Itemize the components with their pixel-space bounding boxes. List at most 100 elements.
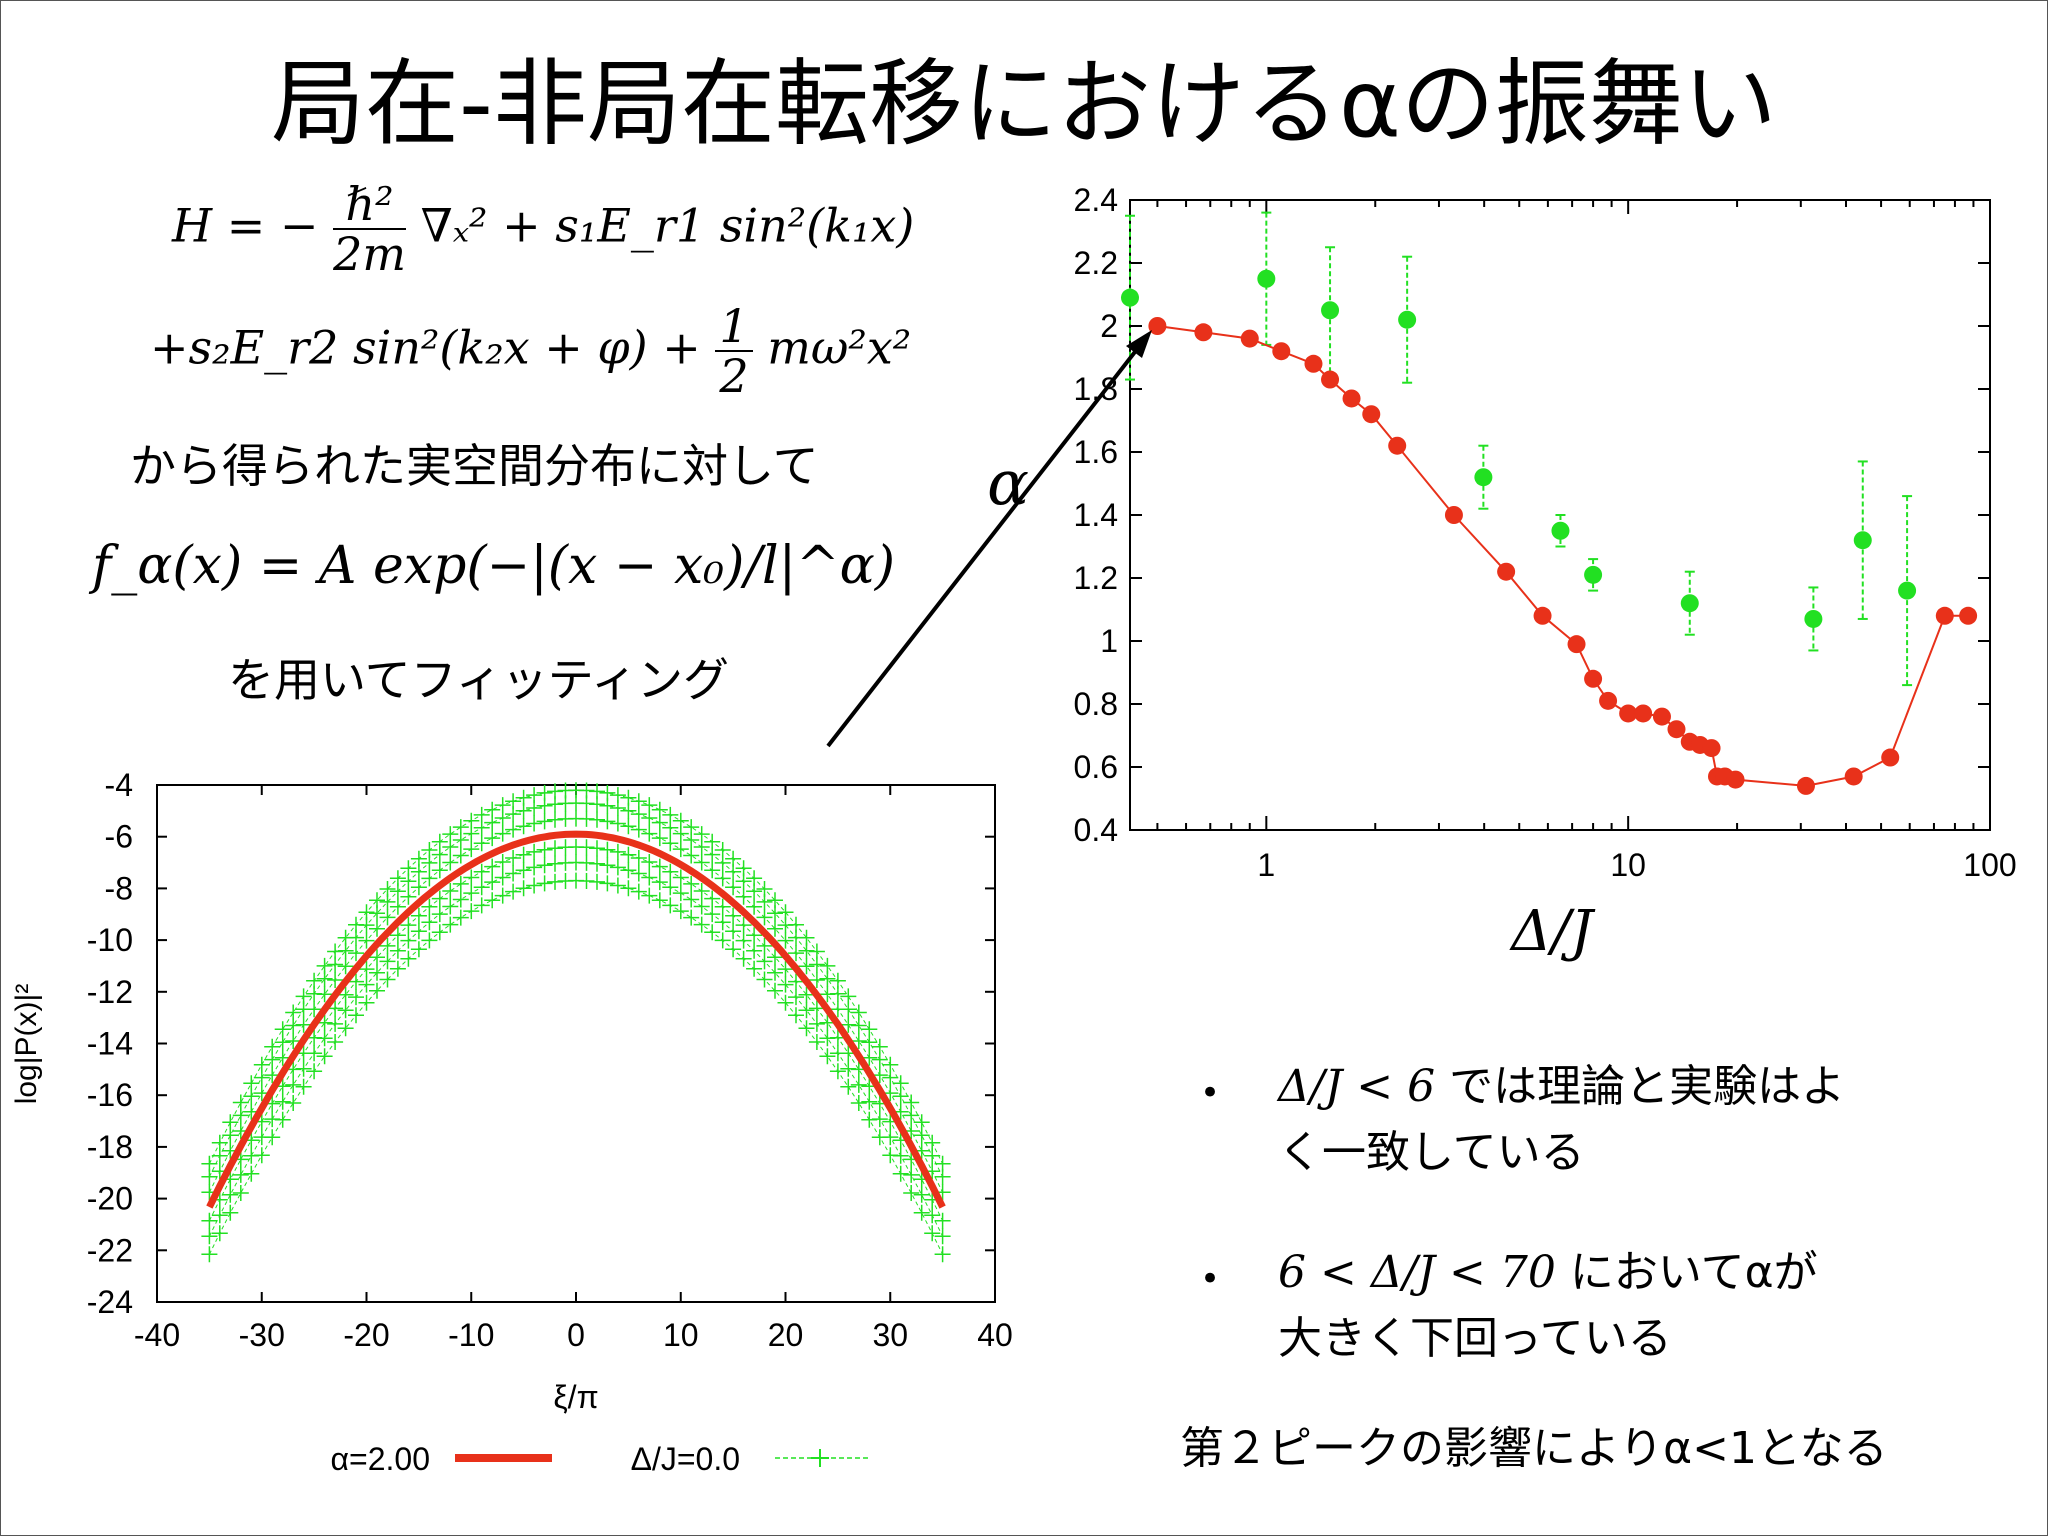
alpha-theory-point xyxy=(1935,606,1954,625)
half-fraction-numerator: 1 xyxy=(715,302,753,353)
profile-ytick-label: -14 xyxy=(87,1026,133,1062)
profile-ytick-label: -16 xyxy=(87,1077,133,1113)
alpha-experiment-point xyxy=(1474,468,1493,487)
alpha-experiment-point xyxy=(1321,301,1340,320)
profile-xtick-label: 0 xyxy=(567,1317,585,1353)
alpha-ytick-label: 2 xyxy=(1100,308,1118,344)
bullet-2-math: 6 < Δ/J < 70 xyxy=(1278,1247,1556,1298)
alpha-vs-delta-chart: 0.40.60.811.21.41.61.822.22.4 1 10 100 Δ/J… xyxy=(987,182,2017,964)
slide-title: 局在-非局在転移におけるαの振舞い xyxy=(271,50,1777,159)
alpha-xtick-label: 1 xyxy=(1257,847,1275,883)
profile-xtick-label: -30 xyxy=(239,1317,285,1353)
alpha-experiment-point xyxy=(1804,609,1823,628)
alpha-theory-point xyxy=(1321,370,1340,389)
alpha-ytick-label: 1.6 xyxy=(1074,434,1118,470)
fitting-text: を用いてフィッティング xyxy=(228,653,729,707)
alpha-theory-point xyxy=(1584,669,1603,688)
alpha-ytick-label: 0.8 xyxy=(1074,686,1118,722)
profile-xtick-label: 30 xyxy=(872,1317,908,1353)
alpha-theory-line xyxy=(1157,325,1969,787)
profile-data-markers xyxy=(201,854,951,1245)
alpha-theory-point xyxy=(1444,506,1463,524)
bullet-1-math: Δ/J < 6 xyxy=(1278,1061,1436,1112)
profile-data-markers xyxy=(201,795,951,1185)
alpha-experiment-point xyxy=(1257,269,1276,288)
alpha-theory-point xyxy=(1194,323,1213,342)
half-fraction: 1 2 xyxy=(715,302,753,404)
legend-alpha-label: α=2.00 xyxy=(331,1441,430,1477)
hamiltonian-line-2-pre: +s₂E_r2 sin²(k₂x + φ) + xyxy=(150,320,701,375)
hamiltonian-line-1: H = − ℏ² 2m ∇ₓ² + s₁E_r1 sin²(k₁x) xyxy=(172,180,914,279)
alpha-theory-point xyxy=(1652,707,1671,726)
hamiltonian-line-2: +s₂E_r2 sin²(k₂x + φ) + 1 2 mω²x² xyxy=(150,302,911,401)
hbar-fraction: ℏ² 2m xyxy=(333,180,406,279)
alpha-theory-point xyxy=(1533,606,1552,625)
bullet-2: • 6 < Δ/J < 70 においてαが 大きく下回っている xyxy=(1200,1240,1978,1372)
profile-chart: -4 -6 -8 -10 -12 -14 -16 -18 -20 -22 -24 -40 -30 -20… xyxy=(10,767,1013,1477)
alpha-theory-point xyxy=(1272,342,1291,361)
alpha-theory-point xyxy=(1844,767,1863,786)
alpha-experiment-point xyxy=(1584,565,1603,584)
profile-fit-curve xyxy=(206,830,946,1209)
profile-data-markers xyxy=(201,782,951,1172)
profile-xtick-label: 20 xyxy=(768,1317,804,1353)
profile-ytick-label: -18 xyxy=(87,1129,133,1165)
alpha-xtick-label: 100 xyxy=(1963,847,2016,883)
alpha-theory-point xyxy=(1304,354,1323,373)
alpha-theory-point xyxy=(1959,606,1978,625)
alpha-theory-point xyxy=(1362,405,1381,424)
bullet-1-text: では理論と実験はよ xyxy=(1449,1061,1846,1112)
alpha-theory-point xyxy=(1599,691,1618,710)
alpha-theory-point xyxy=(1497,562,1516,581)
profile-chart-xlabel: ξ/π xyxy=(553,1379,598,1415)
profile-ytick-label: -8 xyxy=(105,870,133,906)
alpha-theory-point xyxy=(1702,739,1721,758)
alpha-theory-point xyxy=(1240,329,1259,348)
profile-data-markers xyxy=(201,810,951,1201)
hbar-fraction-numerator: ℏ² xyxy=(333,180,406,231)
alpha-ytick-label: 0.4 xyxy=(1074,812,1118,848)
alpha-experiment-point xyxy=(1551,521,1570,540)
alpha-theory-point xyxy=(1388,436,1407,455)
alpha-ytick-label: 1.2 xyxy=(1074,560,1118,596)
alpha-experiment-point xyxy=(1853,531,1872,550)
profile-ytick-label: -24 xyxy=(87,1284,133,1320)
half-fraction-denominator: 2 xyxy=(719,349,749,404)
profile-ytick-label: -4 xyxy=(105,767,133,803)
legend-delta-marker xyxy=(811,1449,829,1467)
alpha-theory-point xyxy=(1881,748,1900,767)
alpha-theory-point xyxy=(1726,770,1745,789)
profile-data-line xyxy=(208,880,944,1255)
profile-data-markers xyxy=(201,839,951,1229)
hbar-fraction-denominator: 2m xyxy=(333,227,406,282)
note-text: 第２ピークの影響によりα<1となる xyxy=(1180,1423,1888,1474)
fit-function: f_α(x) = A exp(−|(x − x₀)/l|^α) xyxy=(92,536,896,596)
pointer-arrow-shaft xyxy=(826,346,1140,748)
alpha-theory-point xyxy=(1619,704,1638,723)
profile-xtick-label: -20 xyxy=(343,1317,389,1353)
alpha-chart-xlabel: Δ/J xyxy=(1509,899,1596,964)
alpha-ytick-label: 2.4 xyxy=(1074,182,1118,218)
profile-data-line xyxy=(208,861,944,1237)
alpha-ytick-label: 1 xyxy=(1100,623,1118,659)
alpha-xtick-label: 10 xyxy=(1610,847,1646,883)
alpha-experiment-point xyxy=(1680,594,1699,613)
alpha-experiment-point xyxy=(1121,288,1139,307)
bullet-1-line2: く一致している xyxy=(1278,1127,1585,1178)
alpha-ytick-label: 0.6 xyxy=(1074,749,1118,785)
alpha-ytick-label: 1.4 xyxy=(1074,497,1118,533)
alpha-chart-ylabel: α xyxy=(987,446,1029,519)
profile-data-markers xyxy=(201,872,951,1263)
alpha-ytick-label: 2.2 xyxy=(1074,245,1118,281)
from-distribution-text: から得られた実空間分布に対して xyxy=(130,439,819,493)
profile-ytick-label: -20 xyxy=(87,1181,133,1217)
pointer-arrow xyxy=(826,330,1152,748)
alpha-theory-point xyxy=(1796,776,1815,795)
bullet-1-mark: • xyxy=(1200,1073,1221,1113)
alpha-experiment-point xyxy=(1898,581,1917,600)
alpha-theory-point xyxy=(1567,635,1586,654)
alpha-theory-point xyxy=(1342,389,1361,408)
alpha-theory-point xyxy=(1667,720,1686,739)
bullet-2-mark: • xyxy=(1200,1259,1221,1299)
